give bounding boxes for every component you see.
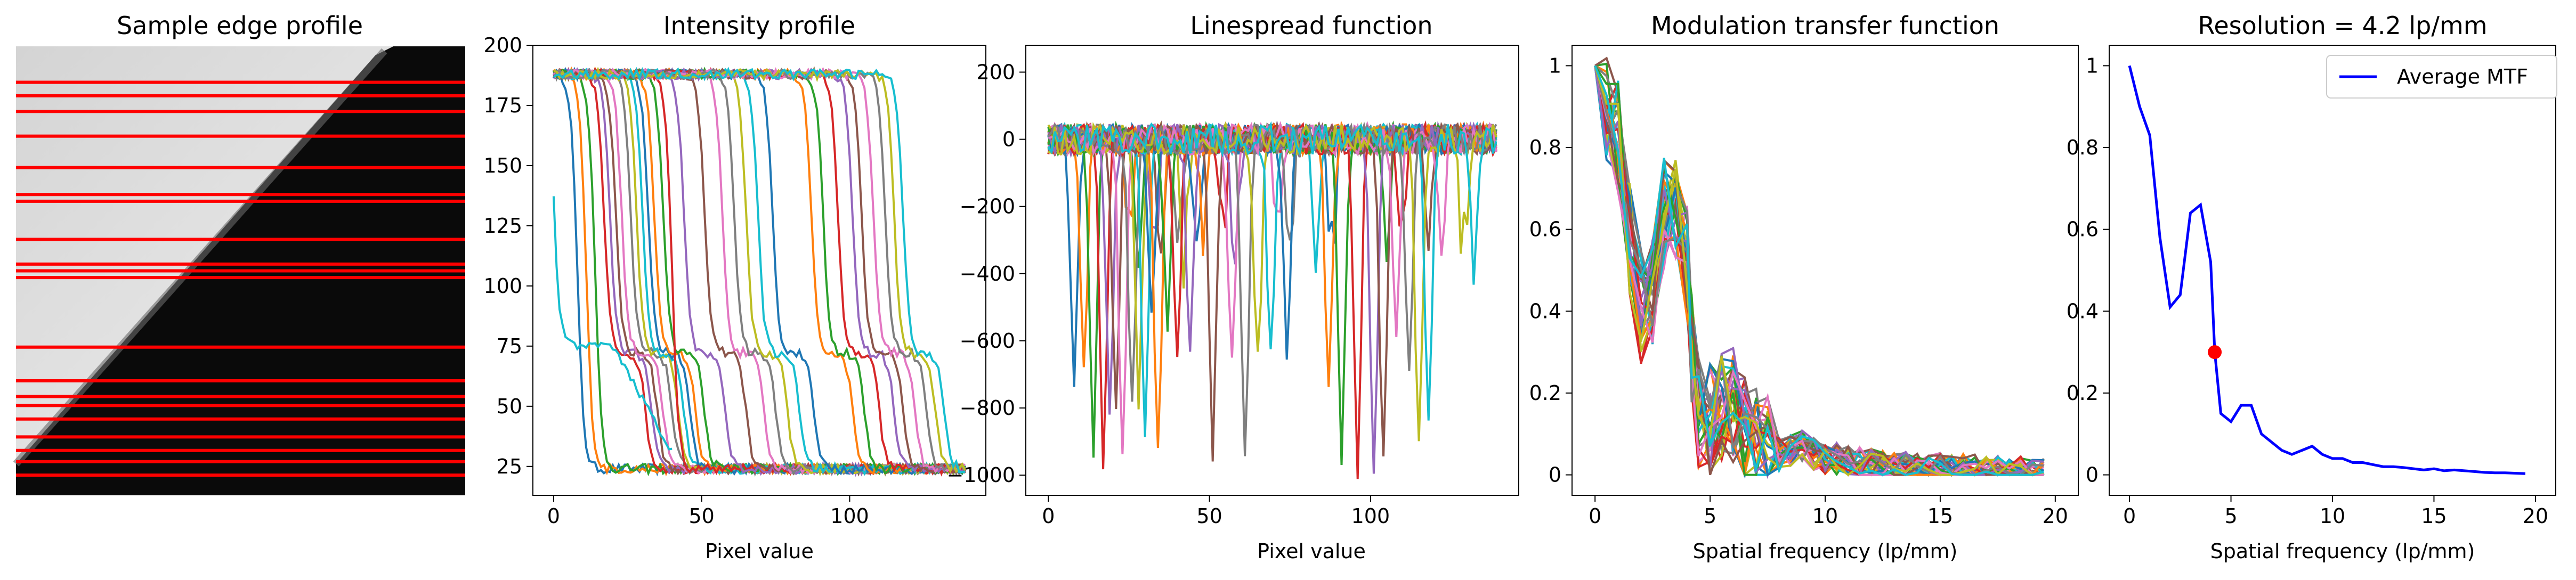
x-tick-label: 20 <box>2523 504 2548 528</box>
mtf-series-line <box>1594 66 2045 477</box>
x-tick-label: 5 <box>1704 504 1716 528</box>
y-tick-label: 75 <box>497 334 522 358</box>
average-mtf-line <box>2128 65 2526 475</box>
intensity-lines <box>552 66 966 477</box>
y-tick-label: 0 <box>1002 128 1015 151</box>
x-tick-label: 0 <box>1042 504 1055 528</box>
resolution-axes: 0 5 10 15 20 0 0.2 0.4 0.6 0.8 1 <box>2067 45 2556 528</box>
legend: Average MTF <box>2326 55 2557 99</box>
mtf-panel: Modulation transfer function 0 5 10 15 20 0 0.… <box>1529 11 2079 563</box>
intensity-series-line <box>553 66 966 474</box>
x-tick-label: 15 <box>2421 504 2447 528</box>
x-tick-label: 100 <box>1351 504 1390 528</box>
y-tick-label: 200 <box>976 60 1015 84</box>
resolution-marker <box>2208 345 2222 360</box>
edge-profile-title: Sample edge profile <box>117 11 363 40</box>
y-tick-label: 0 <box>2086 463 2099 487</box>
x-tick-label: 0 <box>547 504 560 528</box>
intensity-series-line <box>553 67 966 473</box>
linespread-lines <box>1047 120 1497 479</box>
x-tick-label: 0 <box>2123 504 2136 528</box>
linespread-axes: 0 50 100 −1000 −800 −600 −400 −200 0 200 <box>946 45 1519 528</box>
mtf-series-line <box>1594 65 2044 476</box>
legend-box <box>2326 55 2557 99</box>
y-tick-label: −200 <box>960 195 1015 218</box>
y-tick-label: 200 <box>483 34 522 57</box>
y-tick-label: 0.4 <box>2067 299 2099 323</box>
linespread-xlabel: Pixel value <box>1257 540 1366 563</box>
y-tick-label: 0.2 <box>2067 381 2099 405</box>
scan-row-lines <box>16 80 465 477</box>
y-tick-label: 50 <box>497 395 522 418</box>
y-tick-label: 100 <box>483 274 522 298</box>
mtf-lines <box>1594 56 2045 479</box>
y-tick-label: 0.4 <box>1529 299 1561 323</box>
y-tick-label: 0.8 <box>2067 136 2099 159</box>
y-tick-label: 0.2 <box>1529 381 1561 405</box>
x-tick-label: 15 <box>1927 504 1953 528</box>
legend-label: Average MTF <box>2397 65 2528 88</box>
mtf-series-line <box>1594 65 2044 476</box>
y-tick-label: 1 <box>2086 54 2099 77</box>
y-tick-label: −800 <box>960 396 1015 420</box>
y-tick-label: 0.6 <box>1529 218 1561 241</box>
y-tick-label: 125 <box>483 214 522 238</box>
x-tick-label: 0 <box>1589 504 1601 528</box>
intensity-axes: 0 50 100 25 50 75 100 125 150 175 200 <box>483 34 986 528</box>
intensity-series-line <box>552 196 673 451</box>
y-tick-label: −400 <box>960 262 1015 285</box>
x-tick-label: 50 <box>688 504 714 528</box>
intensity-series-line <box>553 67 966 474</box>
linespread-title: Linespread function <box>1190 11 1432 40</box>
y-tick-label: 150 <box>483 154 522 177</box>
resolution-xlabel: Spatial frequency (lp/mm) <box>2210 540 2475 563</box>
resolution-panel: Resolution = 4.2 lp/mm 0 5 10 15 20 0 0.2 0.4 0.… <box>2067 11 2557 563</box>
x-tick-label: 10 <box>2320 504 2345 528</box>
y-tick-label: 0.8 <box>1529 136 1561 159</box>
x-tick-label: 5 <box>2224 504 2237 528</box>
edge-profile-panel: Sample edge profile <box>13 11 465 495</box>
plot-frame <box>532 45 986 496</box>
mtf-xlabel: Spatial frequency (lp/mm) <box>1693 540 1958 563</box>
intensity-profile-title: Intensity profile <box>663 11 855 40</box>
mtf-title: Modulation transfer function <box>1651 11 1999 40</box>
resolution-title: Resolution = 4.2 lp/mm <box>2198 11 2487 40</box>
mtf-axes: 0 5 10 15 20 0 0.2 0.4 0.6 0.8 1 <box>1529 45 2079 528</box>
x-tick-label: 100 <box>830 504 869 528</box>
plot-frame <box>2109 45 2556 496</box>
intensity-profile-panel: Intensity profile 0 50 100 25 50 75 100 125 150 1… <box>483 11 986 563</box>
y-tick-label: 25 <box>497 455 522 478</box>
intensity-xlabel: Pixel value <box>705 540 814 563</box>
x-tick-label: 20 <box>2043 504 2068 528</box>
y-tick-label: −600 <box>960 329 1015 353</box>
y-tick-label: 1 <box>1549 54 1561 77</box>
x-tick-label: 10 <box>1812 504 1838 528</box>
mtf-series-line <box>1594 65 2044 477</box>
y-tick-label: −1000 <box>946 463 1015 487</box>
plot-frame <box>1025 45 1519 496</box>
average-mtf-plot <box>2128 65 2526 475</box>
y-tick-label: 0 <box>1549 463 1561 487</box>
y-tick-label: 0.6 <box>2067 218 2099 241</box>
y-tick-label: 175 <box>483 94 522 117</box>
x-tick-label: 50 <box>1196 504 1222 528</box>
linespread-series-line <box>1047 121 1497 421</box>
linespread-panel: Linespread function 0 50 100 −1000 −800 −600 −… <box>946 11 1519 563</box>
